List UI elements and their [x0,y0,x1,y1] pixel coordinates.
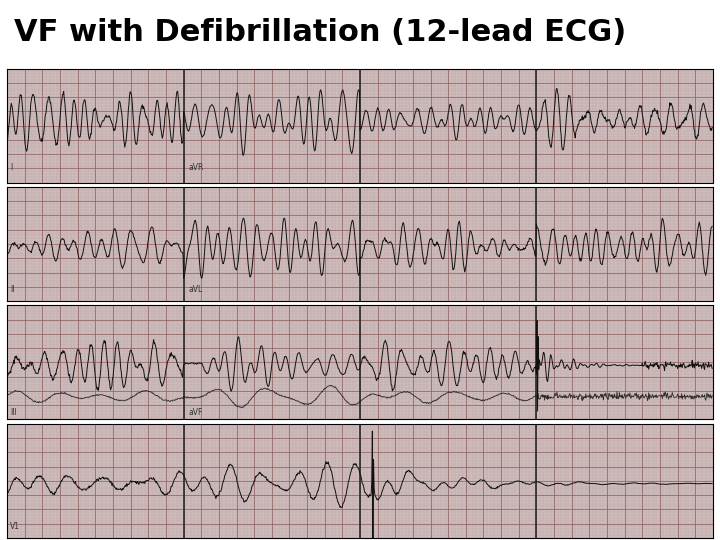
Text: aVL: aVL [189,286,202,294]
Text: VF with Defibrillation (12-lead ECG): VF with Defibrillation (12-lead ECG) [14,18,626,47]
Text: III: III [10,408,17,417]
Text: aVF: aVF [189,408,202,417]
Text: I: I [10,163,12,172]
Text: aVR: aVR [189,163,204,172]
Text: II: II [10,286,14,294]
Text: V1: V1 [10,522,20,531]
